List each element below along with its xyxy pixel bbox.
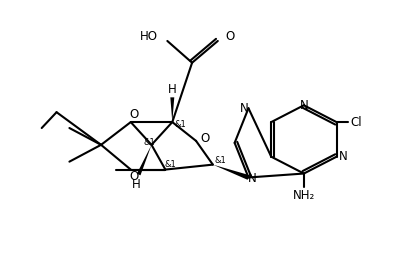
Text: N: N <box>339 150 348 163</box>
Text: &1: &1 <box>164 160 176 169</box>
Polygon shape <box>170 97 174 122</box>
Polygon shape <box>137 145 152 175</box>
Text: &1: &1 <box>174 120 186 128</box>
Text: HO: HO <box>140 30 158 43</box>
Text: Cl: Cl <box>350 116 362 129</box>
Text: N: N <box>300 99 308 112</box>
Text: &1: &1 <box>215 156 227 165</box>
Text: &1: &1 <box>144 138 156 147</box>
Text: H: H <box>132 178 141 191</box>
Text: O: O <box>129 170 138 183</box>
Text: O: O <box>226 30 235 43</box>
Polygon shape <box>213 165 249 180</box>
Text: O: O <box>129 108 138 121</box>
Text: N: N <box>240 102 249 115</box>
Text: H: H <box>168 83 177 96</box>
Text: O: O <box>200 132 210 145</box>
Text: NH₂: NH₂ <box>293 189 315 202</box>
Text: N: N <box>248 172 257 185</box>
